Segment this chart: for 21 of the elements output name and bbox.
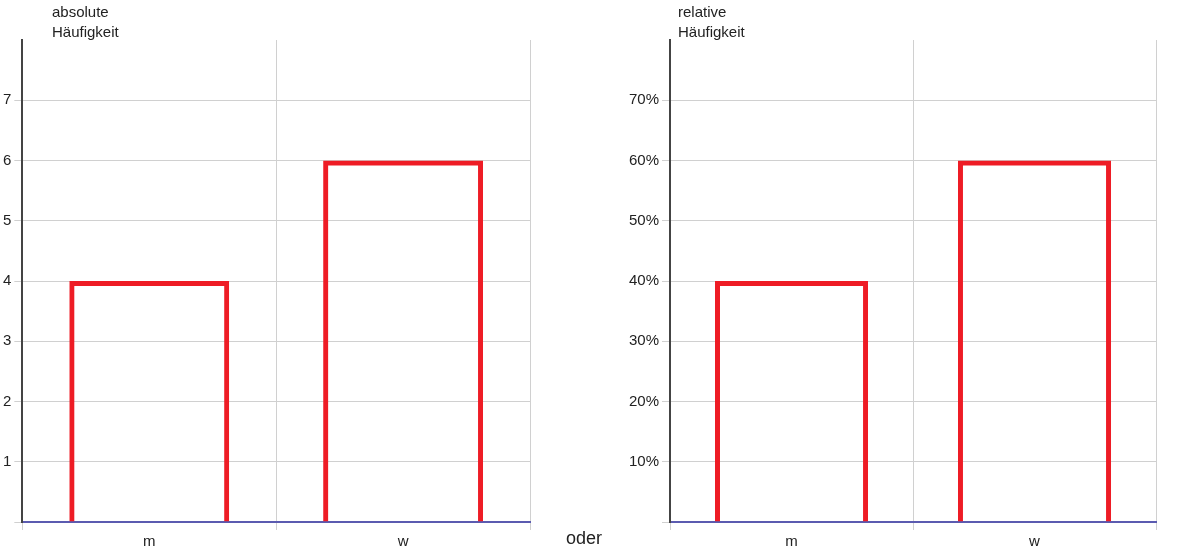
y-tick-label: 30% <box>628 331 660 349</box>
y-axis-title: relative Häufigkeit <box>678 2 746 42</box>
y-tick-label: 4 <box>3 271 12 289</box>
y-tick-label: 50% <box>628 210 660 228</box>
y-tick-label: 3 <box>3 331 12 349</box>
y-tick-label: 60% <box>628 150 660 168</box>
y-tick-label: 1 <box>3 451 12 469</box>
y-tick-label: 20% <box>628 391 660 409</box>
y-tick-label: 5 <box>3 210 12 228</box>
y-tick-label: 7 <box>3 90 12 108</box>
y-tick-label: 10% <box>628 451 660 469</box>
y-tick-label: 6 <box>3 150 12 168</box>
text: oder <box>566 528 603 549</box>
y-tick-label: 40% <box>628 271 660 289</box>
x-tick-label: m <box>143 532 156 550</box>
y-axis-title: absolute Häufigkeit <box>52 2 120 42</box>
x-tick-label: w <box>396 532 409 550</box>
y-tick-label: 70% <box>628 90 660 108</box>
y-tick-label: 2 <box>3 391 12 409</box>
x-tick-label: w <box>1028 532 1041 550</box>
x-tick-label: m <box>785 532 798 550</box>
